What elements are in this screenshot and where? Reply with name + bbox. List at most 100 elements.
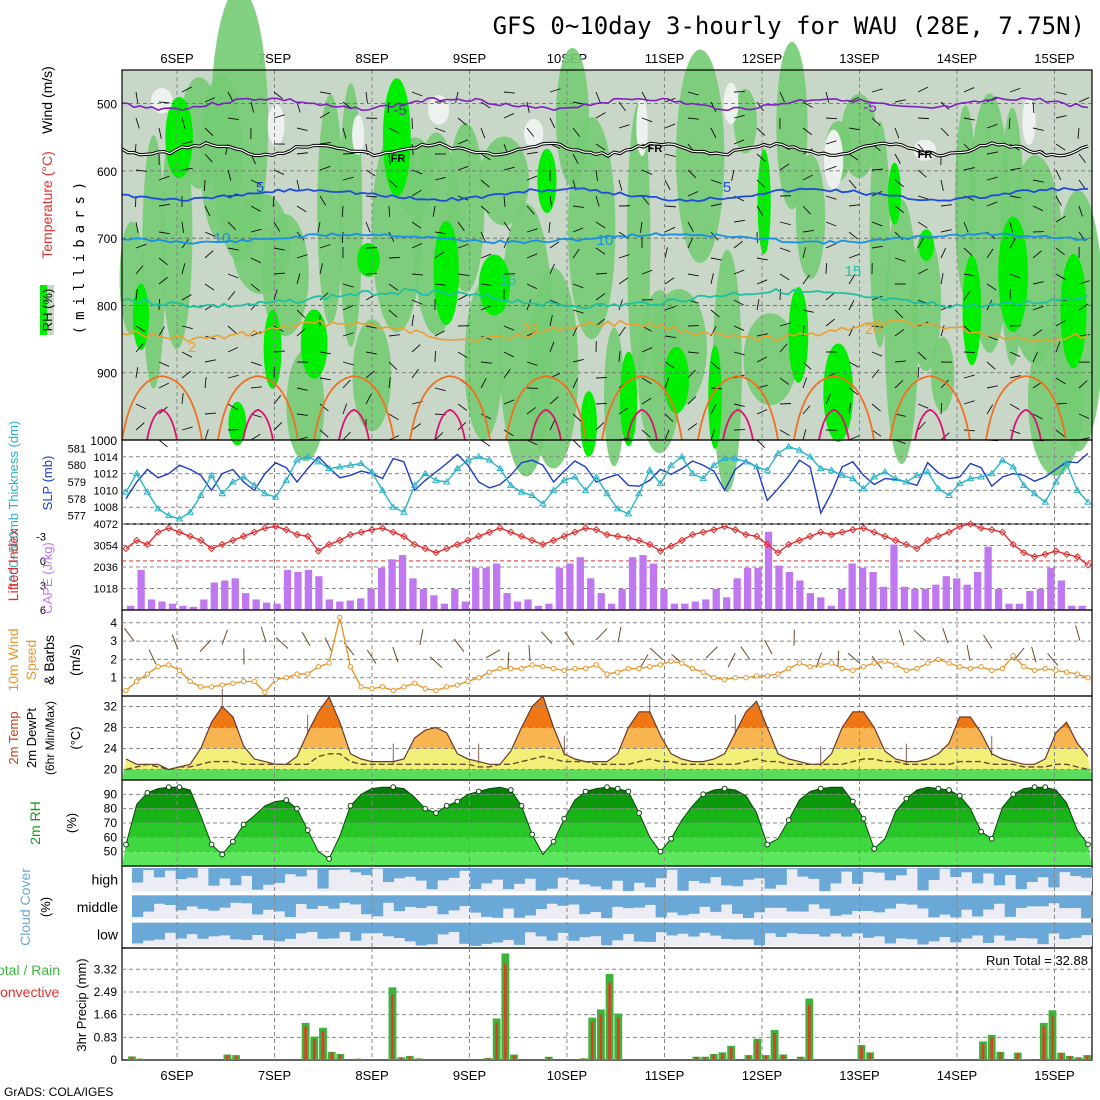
cloud-cover-cell bbox=[492, 895, 504, 918]
lifted-index-line-point bbox=[592, 526, 601, 534]
cloud-cover-cell bbox=[862, 922, 875, 938]
temp-contour-30-lobe bbox=[146, 408, 178, 441]
cape-bar bbox=[618, 588, 626, 610]
wind-barb bbox=[664, 377, 670, 389]
wind-barb bbox=[687, 169, 697, 179]
temperature-band bbox=[122, 769, 1092, 780]
wind-barb bbox=[388, 127, 399, 134]
cape-bar bbox=[1047, 567, 1055, 610]
wind-barb bbox=[221, 629, 229, 645]
wind-tick-label: 4 bbox=[110, 616, 117, 630]
thickness-line-point bbox=[496, 464, 504, 472]
wind-barb bbox=[802, 174, 814, 181]
wind-barb bbox=[595, 91, 601, 103]
thickness-line-point bbox=[464, 456, 472, 463]
wind-barb bbox=[664, 153, 676, 158]
wind-barb bbox=[894, 309, 904, 319]
cape-bar bbox=[325, 599, 333, 610]
wind-speed-line-point bbox=[978, 664, 984, 670]
thickness-line-point bbox=[239, 472, 248, 480]
wind-barb bbox=[1032, 329, 1043, 337]
thickness-line-point bbox=[1019, 481, 1028, 488]
cloud-cover-cell bbox=[666, 868, 678, 870]
wind-barb bbox=[572, 227, 584, 233]
wind-barb bbox=[135, 117, 140, 129]
rh-point bbox=[219, 851, 226, 858]
temp-contour-label: FR bbox=[648, 143, 663, 155]
thickness-line-point bbox=[955, 479, 964, 487]
lifted-index-tick-label: 0 bbox=[40, 556, 46, 568]
wind-barb bbox=[986, 151, 998, 155]
rh-region-saturated bbox=[537, 148, 557, 214]
wind-barb bbox=[1055, 320, 1066, 327]
cape-bar bbox=[555, 567, 564, 610]
wind-barb bbox=[802, 205, 811, 215]
wind-speed-line-point bbox=[155, 664, 161, 670]
slp-tick-label: 1012 bbox=[94, 469, 118, 481]
wind-barb bbox=[319, 263, 323, 275]
wind-barb bbox=[419, 629, 424, 646]
wind-barb bbox=[526, 127, 535, 137]
thickness-line-point bbox=[859, 484, 868, 492]
wind-speed-line-point bbox=[561, 667, 567, 674]
lifted-index-line-point bbox=[699, 528, 707, 536]
wind-barb bbox=[227, 247, 239, 251]
wind-barb bbox=[802, 405, 811, 415]
cape-bar bbox=[377, 567, 386, 610]
wind-barb bbox=[296, 413, 308, 416]
lifted-index-line-point bbox=[378, 524, 387, 532]
wind-barb bbox=[641, 429, 651, 438]
wind-speed-line-point bbox=[818, 662, 824, 668]
wind-barb bbox=[733, 325, 745, 331]
lifted-index-line-point bbox=[304, 532, 312, 540]
rh-region-saturated bbox=[433, 220, 459, 325]
wind-barb bbox=[549, 263, 555, 275]
cape-bar bbox=[879, 586, 888, 610]
cloud-cover-cell bbox=[579, 895, 591, 915]
lifted-index-tick-label: 6 bbox=[40, 605, 46, 617]
thickness-line-point bbox=[656, 479, 665, 487]
cloud-cover-cell bbox=[764, 868, 776, 889]
wind-speed-line-point bbox=[1010, 653, 1016, 659]
thickness-line-point bbox=[635, 489, 643, 497]
rh-region-saturated bbox=[620, 351, 638, 447]
wind-barb bbox=[457, 243, 469, 249]
wind-barb bbox=[871, 117, 881, 126]
wind-barb bbox=[301, 631, 311, 647]
footer-credit: GrADS: COLA/IGES bbox=[4, 1085, 113, 1099]
wind-barb bbox=[733, 403, 745, 407]
cloud-cover-cell bbox=[295, 895, 307, 905]
cape-bar bbox=[608, 603, 616, 610]
wind-barb bbox=[848, 299, 855, 311]
wind-barb bbox=[779, 288, 781, 301]
wind-barb bbox=[1055, 195, 1062, 206]
rh-point bbox=[817, 785, 824, 792]
wind-barb bbox=[319, 141, 331, 145]
wind-speed-line-point bbox=[326, 660, 332, 666]
wind-barb bbox=[503, 429, 514, 437]
precip-convective-bar bbox=[747, 1055, 750, 1060]
cloud-cover-cell bbox=[1059, 895, 1071, 909]
thickness-line-point bbox=[806, 452, 814, 460]
cloud-cover-cell bbox=[830, 922, 842, 934]
thickness-line-point bbox=[571, 472, 579, 480]
wind-barb bbox=[687, 396, 697, 405]
thickness-line-point bbox=[645, 466, 654, 473]
wind-barb bbox=[296, 127, 308, 131]
wind-barb bbox=[342, 431, 351, 441]
wind-barb bbox=[1078, 280, 1090, 285]
cloud-cover-cell bbox=[262, 922, 275, 941]
wind-barb bbox=[388, 283, 399, 291]
cape-bar bbox=[785, 571, 794, 610]
cloud-cover-cell bbox=[721, 922, 733, 939]
wind-speed-line-point bbox=[625, 665, 632, 672]
cloud-cover-cell bbox=[753, 895, 766, 913]
wind-speed-line-point bbox=[689, 665, 696, 672]
wind-barb bbox=[779, 163, 790, 171]
wind-barb bbox=[848, 274, 856, 285]
precip-convective-bar bbox=[304, 1026, 307, 1060]
wind-speed-line-point bbox=[647, 664, 653, 670]
wind-barb bbox=[181, 426, 193, 431]
cloud-cover-cell bbox=[328, 868, 340, 870]
